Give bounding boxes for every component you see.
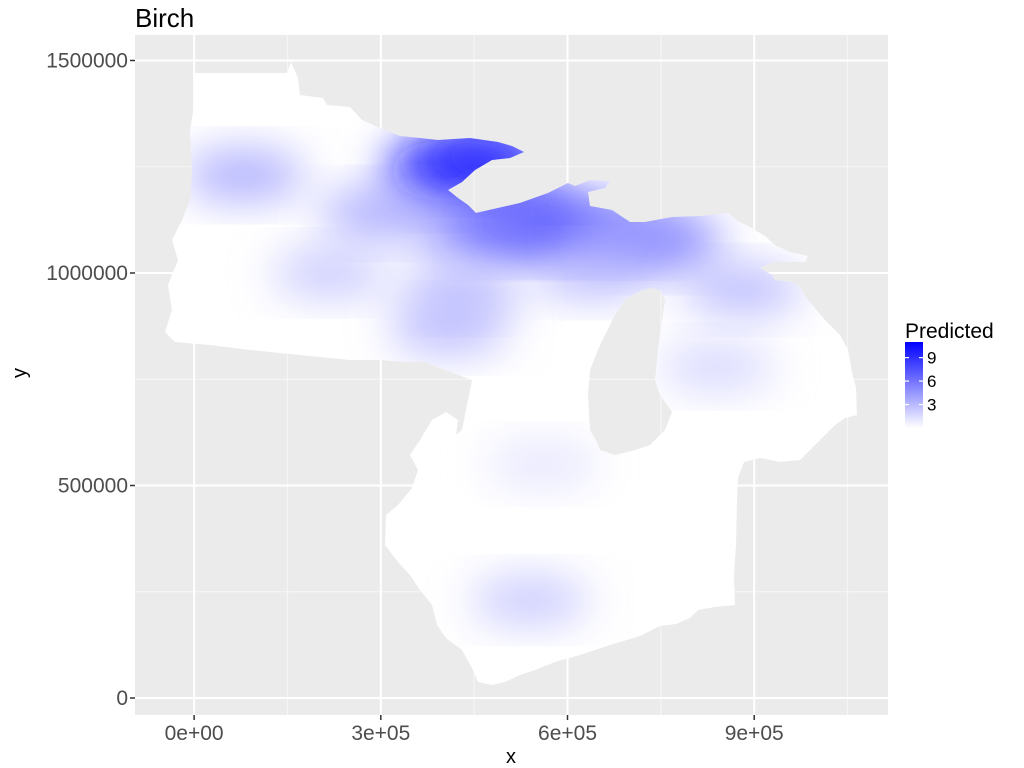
x-tick-label: 6e+05 [538, 722, 597, 745]
y-axis-title: y [9, 368, 31, 378]
heat-cell [417, 204, 544, 257]
heat-cell [272, 250, 391, 296]
legend-colorbar [905, 342, 923, 428]
y-tick-label: 0 [116, 687, 128, 710]
heat-cell [389, 304, 510, 352]
plot-panel [135, 35, 888, 715]
heat-cell [471, 577, 590, 624]
legend: Predicted 3 6 9 [905, 320, 994, 428]
x-tick-label: 9e+05 [725, 722, 784, 745]
y-tick-label: 1500000 [46, 50, 128, 73]
legend-break-label: 6 [927, 372, 936, 391]
heat-cell [485, 442, 600, 486]
legend-title: Predicted [905, 320, 994, 343]
legend-break-label: 3 [927, 396, 936, 415]
heat-cell [681, 266, 802, 314]
chart-title: Birch [135, 3, 194, 33]
heat-cell [658, 344, 775, 389]
x-axis-title: x [506, 746, 516, 768]
y-tick-label: 500000 [58, 475, 128, 498]
x-axis: 0e+00 3e+05 6e+05 9e+05 [165, 715, 784, 745]
heat-cell [401, 266, 522, 314]
heat-cell [319, 189, 442, 238]
legend-break-label: 9 [927, 349, 936, 368]
legend-ticks: 3 6 9 [905, 349, 936, 415]
y-tick-label: 1000000 [46, 262, 128, 285]
heat-cell [182, 150, 305, 200]
heat-overlay [182, 128, 802, 624]
y-axis: 0 500000 1000000 1500000 [46, 50, 135, 710]
x-tick-label: 3e+05 [351, 722, 410, 745]
heat-cell [532, 249, 653, 297]
x-tick-label: 0e+00 [165, 722, 224, 745]
